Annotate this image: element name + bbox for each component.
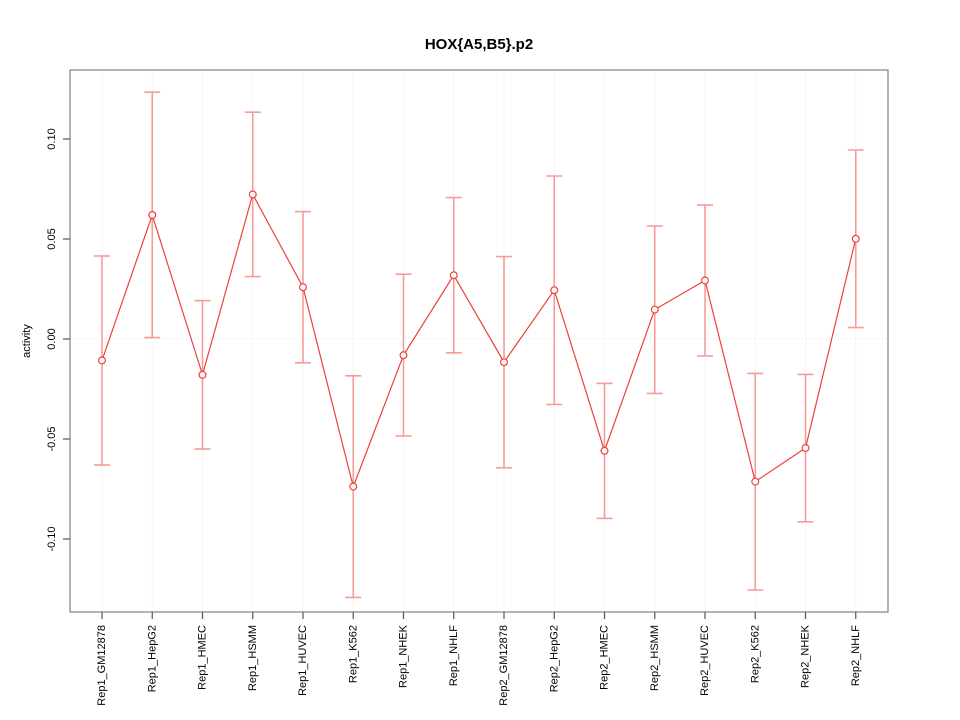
x-tick-label: Rep1_HUVEC <box>297 625 309 696</box>
y-tick-label: -0.05 <box>46 426 58 451</box>
y-tick-label: 0.10 <box>46 128 58 149</box>
x-tick-label: Rep2_NHEK <box>800 624 812 688</box>
x-tick-label: Rep1_HMEC <box>197 625 209 690</box>
y-tick-label: 0.00 <box>46 328 58 349</box>
data-point <box>700 276 709 285</box>
data-point <box>600 446 609 455</box>
data-point <box>198 370 207 379</box>
y-tick-label: -0.10 <box>46 526 58 551</box>
data-point <box>851 234 860 243</box>
x-tick-label: Rep1_HepG2 <box>146 625 158 692</box>
x-tick-label: Rep2_K562 <box>749 625 761 683</box>
data-point <box>801 444 810 453</box>
x-tick-label: Rep2_HSMM <box>649 625 661 691</box>
x-tick-label: Rep1_GM12878 <box>96 625 108 706</box>
x-tick-label: Rep2_HepG2 <box>548 625 560 692</box>
y-axis-title: activity <box>21 324 33 358</box>
data-point <box>399 351 408 360</box>
x-tick-label: Rep2_HMEC <box>599 625 611 690</box>
x-tick-label: Rep2_NHLF <box>850 625 862 686</box>
data-point <box>97 356 106 365</box>
data-point <box>550 286 559 295</box>
x-tick-label: Rep2_HUVEC <box>699 625 711 696</box>
data-point <box>449 271 458 280</box>
x-tick-label: Rep1_K562 <box>347 625 359 683</box>
x-tick-label: Rep2_GM12878 <box>498 625 510 706</box>
data-point <box>751 477 760 486</box>
data-point <box>650 305 659 314</box>
data-point <box>248 190 257 199</box>
plot-border <box>69 69 889 613</box>
data-point <box>299 283 308 292</box>
chart-title: HOX{A5,B5}.p2 <box>424 36 534 53</box>
series-line <box>101 192 857 489</box>
x-tick-label: Rep1_NHLF <box>448 625 460 686</box>
data-point <box>148 211 157 220</box>
y-tick-label: 0.05 <box>46 228 58 249</box>
data-point <box>349 482 358 491</box>
x-tick-label: Rep1_HSMM <box>247 625 259 691</box>
data-point <box>500 358 509 367</box>
x-tick-label: Rep1_NHEK <box>398 624 410 688</box>
